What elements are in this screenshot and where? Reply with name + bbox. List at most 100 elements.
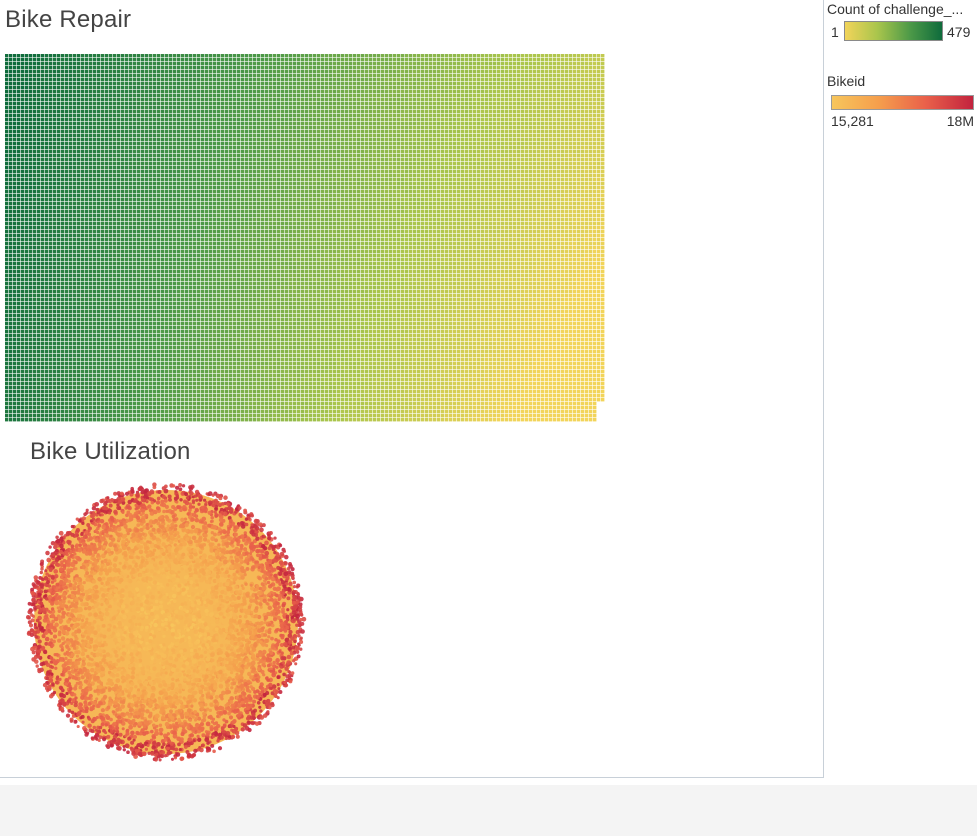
treemap-tile (173, 390, 176, 393)
treemap-tile (137, 378, 140, 381)
treemap-tile (53, 86, 56, 89)
treemap-tile (133, 214, 136, 217)
treemap-tile (9, 74, 12, 77)
treemap-tile (121, 406, 124, 409)
treemap-tile (161, 78, 164, 81)
treemap-tile (169, 74, 172, 77)
treemap-tile (193, 314, 196, 317)
treemap-tile (205, 194, 208, 197)
treemap-tile (13, 378, 16, 381)
treemap-tile (133, 210, 136, 213)
treemap-tile (121, 206, 124, 209)
treemap-tile (77, 194, 80, 197)
treemap-tile (97, 294, 100, 297)
treemap-tile (161, 74, 164, 77)
treemap-tile (105, 274, 108, 277)
treemap-tile (93, 326, 96, 329)
treemap-tile (61, 366, 64, 369)
treemap-tile (153, 62, 156, 65)
treemap-tile (141, 114, 144, 117)
treemap-tile (117, 278, 120, 281)
treemap-tile (13, 186, 16, 189)
treemap-tile (89, 78, 92, 81)
treemap-tile (161, 202, 164, 205)
treemap-tile (81, 178, 84, 181)
treemap-tile (45, 298, 48, 301)
treemap-tile (85, 146, 88, 149)
treemap-tile (13, 318, 16, 321)
treemap-tile (53, 282, 56, 285)
treemap-tile (145, 362, 148, 365)
treemap-tile (173, 278, 176, 281)
treemap-tile (113, 106, 116, 109)
treemap-tile (169, 158, 172, 161)
treemap-tile (133, 86, 136, 89)
treemap-tile (57, 402, 60, 405)
treemap-tile (117, 310, 120, 313)
treemap-tile (73, 134, 76, 137)
treemap-tile (129, 258, 132, 261)
treemap-tile (157, 190, 160, 193)
treemap-tile (49, 74, 52, 77)
treemap-tile (73, 238, 76, 241)
treemap-tile (69, 298, 72, 301)
treemap-tile (113, 298, 116, 301)
treemap-tile (29, 66, 32, 69)
treemap-tile (33, 390, 36, 393)
treemap-tile (121, 262, 124, 265)
treemap-tile (169, 414, 172, 417)
treemap-tile (121, 374, 124, 377)
treemap-tile (201, 286, 204, 289)
treemap-tile (121, 402, 124, 405)
treemap-tile (33, 174, 36, 177)
treemap-tile (221, 66, 224, 69)
treemap-tile (181, 210, 184, 213)
treemap-tile (41, 102, 44, 105)
treemap-tile (37, 114, 40, 117)
treemap-tile (177, 346, 180, 349)
treemap-tile (185, 154, 188, 157)
treemap-tile (173, 274, 176, 277)
treemap-tile (165, 142, 168, 145)
treemap-tile (93, 230, 96, 233)
treemap-tile (165, 234, 168, 237)
treemap-tile (89, 58, 92, 61)
treemap-tile (129, 162, 132, 165)
treemap-tile (57, 90, 60, 93)
treemap-tile (69, 410, 72, 413)
treemap-tile (217, 194, 220, 197)
treemap-tile (113, 358, 116, 361)
treemap-tile (97, 226, 100, 229)
treemap-tile (129, 306, 132, 309)
treemap-tile (157, 218, 160, 221)
treemap-tile (85, 314, 88, 317)
treemap-tile (121, 366, 124, 369)
treemap-tile (213, 374, 216, 377)
treemap-tile (81, 94, 84, 97)
treemap-tile (209, 402, 212, 405)
treemap-tile (153, 130, 156, 133)
treemap-tile (149, 414, 152, 417)
treemap-tile (13, 374, 16, 377)
treemap-tile (149, 110, 152, 113)
treemap-tile (13, 110, 16, 113)
treemap-tile (81, 298, 84, 301)
treemap-tile (73, 334, 76, 337)
treemap-tile (29, 302, 32, 305)
treemap-tile (161, 114, 164, 117)
treemap-tile (129, 62, 132, 65)
treemap-tile (105, 262, 108, 265)
treemap-tile (125, 390, 128, 393)
treemap-tile (185, 350, 188, 353)
treemap-tile (173, 246, 176, 249)
treemap-tile (5, 62, 8, 65)
treemap-tile (65, 366, 68, 369)
treemap-tile (69, 318, 72, 321)
treemap-tile (25, 114, 28, 117)
treemap-tile (89, 326, 92, 329)
treemap-tile (65, 114, 68, 117)
treemap-tile (37, 254, 40, 257)
bike-repair-treemap[interactable] (5, 54, 605, 422)
treemap-tile (121, 138, 124, 141)
treemap-tile (145, 114, 148, 117)
